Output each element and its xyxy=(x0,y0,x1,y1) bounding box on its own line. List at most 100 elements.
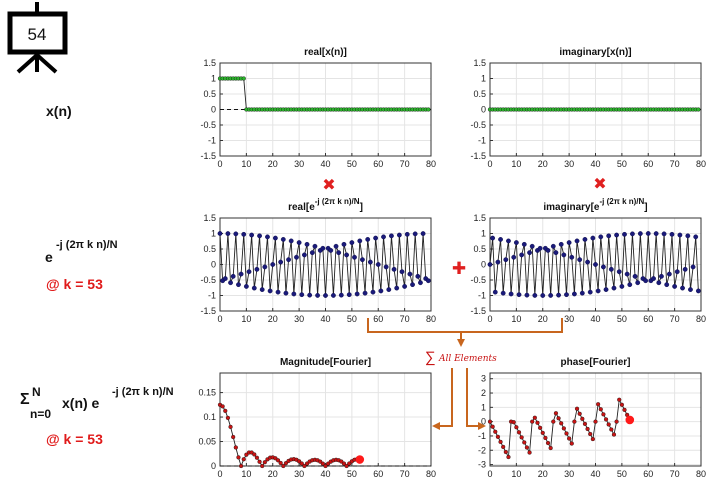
y-tick-label: -1 xyxy=(478,291,486,301)
series-line xyxy=(219,404,360,468)
data-point xyxy=(222,276,228,281)
data-point xyxy=(344,252,349,258)
y-tick-label: 0 xyxy=(481,260,486,270)
data-point xyxy=(233,445,238,450)
data-point xyxy=(627,282,633,288)
y-tick-label: 1 xyxy=(211,229,216,239)
data-point xyxy=(585,259,590,265)
data-point xyxy=(241,231,247,237)
data-point xyxy=(425,278,431,284)
data-point xyxy=(595,288,601,294)
data-point xyxy=(611,432,617,437)
data-point xyxy=(283,461,289,466)
plot-title: imaginary[e-j (2π k n)/N] xyxy=(543,197,647,213)
data-point xyxy=(548,293,554,298)
data-point xyxy=(365,237,371,242)
x-tick-label: 20 xyxy=(268,469,278,479)
data-point xyxy=(582,237,588,242)
data-point xyxy=(556,416,561,421)
data-point xyxy=(381,234,386,240)
data-point xyxy=(492,289,498,295)
plot-title-base: imaginary[e xyxy=(543,202,600,213)
xn-label: x(n) xyxy=(46,103,72,119)
data-point xyxy=(569,441,574,446)
plot-title-exponent: -j (2π k n)/N xyxy=(315,197,360,206)
x-tick-label: 30 xyxy=(564,469,574,479)
data-point xyxy=(659,273,664,279)
data-point xyxy=(495,259,501,265)
sum-all-elements-label: All Elements xyxy=(438,354,497,364)
data-point xyxy=(354,291,360,297)
data-point xyxy=(357,238,363,244)
data-point xyxy=(272,235,278,241)
y-tick-label: -0.5 xyxy=(200,120,216,130)
data-point xyxy=(410,282,415,288)
data-point xyxy=(543,435,548,441)
arrow-to-phase xyxy=(466,368,486,430)
data-point xyxy=(238,271,244,277)
data-point xyxy=(328,248,334,253)
data-point xyxy=(545,248,551,253)
data-point xyxy=(516,292,522,298)
data-point xyxy=(593,262,598,267)
y-tick-label: 1.5 xyxy=(473,58,486,68)
y-tick-label: 1 xyxy=(481,74,486,84)
y-tick-label: 0.5 xyxy=(203,89,216,99)
data-point xyxy=(323,463,328,469)
data-point xyxy=(532,293,538,298)
data-point xyxy=(582,421,588,426)
data-point xyxy=(614,419,619,424)
data-point xyxy=(241,76,246,81)
data-point xyxy=(587,289,593,295)
plot-title-end: ] xyxy=(644,202,647,213)
x-tick-label: 60 xyxy=(373,469,383,479)
data-point xyxy=(601,264,606,270)
data-point xyxy=(645,231,651,236)
x-tick-label: 40 xyxy=(320,314,330,324)
data-point xyxy=(278,460,283,466)
sum-lower-limit: n=0 xyxy=(30,407,51,421)
data-point xyxy=(360,257,365,263)
data-point xyxy=(500,290,506,296)
x-tick-label: 70 xyxy=(400,314,410,324)
y-tick-label: 0 xyxy=(481,417,486,427)
data-point xyxy=(693,234,699,240)
data-point xyxy=(590,235,596,241)
plot-title: phase[Fourier] xyxy=(560,357,630,368)
x-tick-label: 70 xyxy=(670,159,680,169)
x-tick-label: 20 xyxy=(268,314,278,324)
y-tick-label: -1 xyxy=(208,291,216,301)
data-point xyxy=(624,271,630,277)
data-point xyxy=(394,285,400,291)
x-tick-label: 10 xyxy=(241,159,251,169)
data-point xyxy=(373,235,379,241)
x-tick-label: 60 xyxy=(373,159,383,169)
y-tick-label: 1.5 xyxy=(203,58,216,68)
y-tick-label: 1 xyxy=(481,229,486,239)
x-tick-label: 40 xyxy=(590,469,600,479)
arrow-to-magnitude xyxy=(432,368,453,430)
x-tick-label: 80 xyxy=(696,314,706,324)
plot-imag-x: 0 10 20 30 40 50 60 70 80 1.5 1 0.5 0 -0.5 -1 -1.5 imagi… xyxy=(470,47,706,169)
data-point xyxy=(572,419,577,424)
data-point xyxy=(225,415,231,421)
data-point xyxy=(399,269,405,275)
data-point xyxy=(622,407,627,412)
data-point xyxy=(228,280,233,286)
data-point xyxy=(601,412,606,417)
data-point xyxy=(375,262,381,267)
plot-title: imaginary[x(n)] xyxy=(559,47,631,58)
multiply-icon-left: ✖ xyxy=(322,177,335,194)
data-point xyxy=(383,264,389,270)
data-point xyxy=(389,233,394,239)
data-point xyxy=(490,424,495,429)
x-tick-label: 30 xyxy=(294,469,304,479)
y-tick-label: 0.5 xyxy=(203,244,216,254)
sum-sigma: Σ xyxy=(20,391,30,408)
data-point xyxy=(320,461,325,466)
data-point xyxy=(522,440,527,445)
data-point xyxy=(521,241,527,247)
x-tick-label: 0 xyxy=(487,159,492,169)
sum-exponent: -j (2π k n)/N xyxy=(112,386,174,398)
data-point xyxy=(511,420,516,425)
